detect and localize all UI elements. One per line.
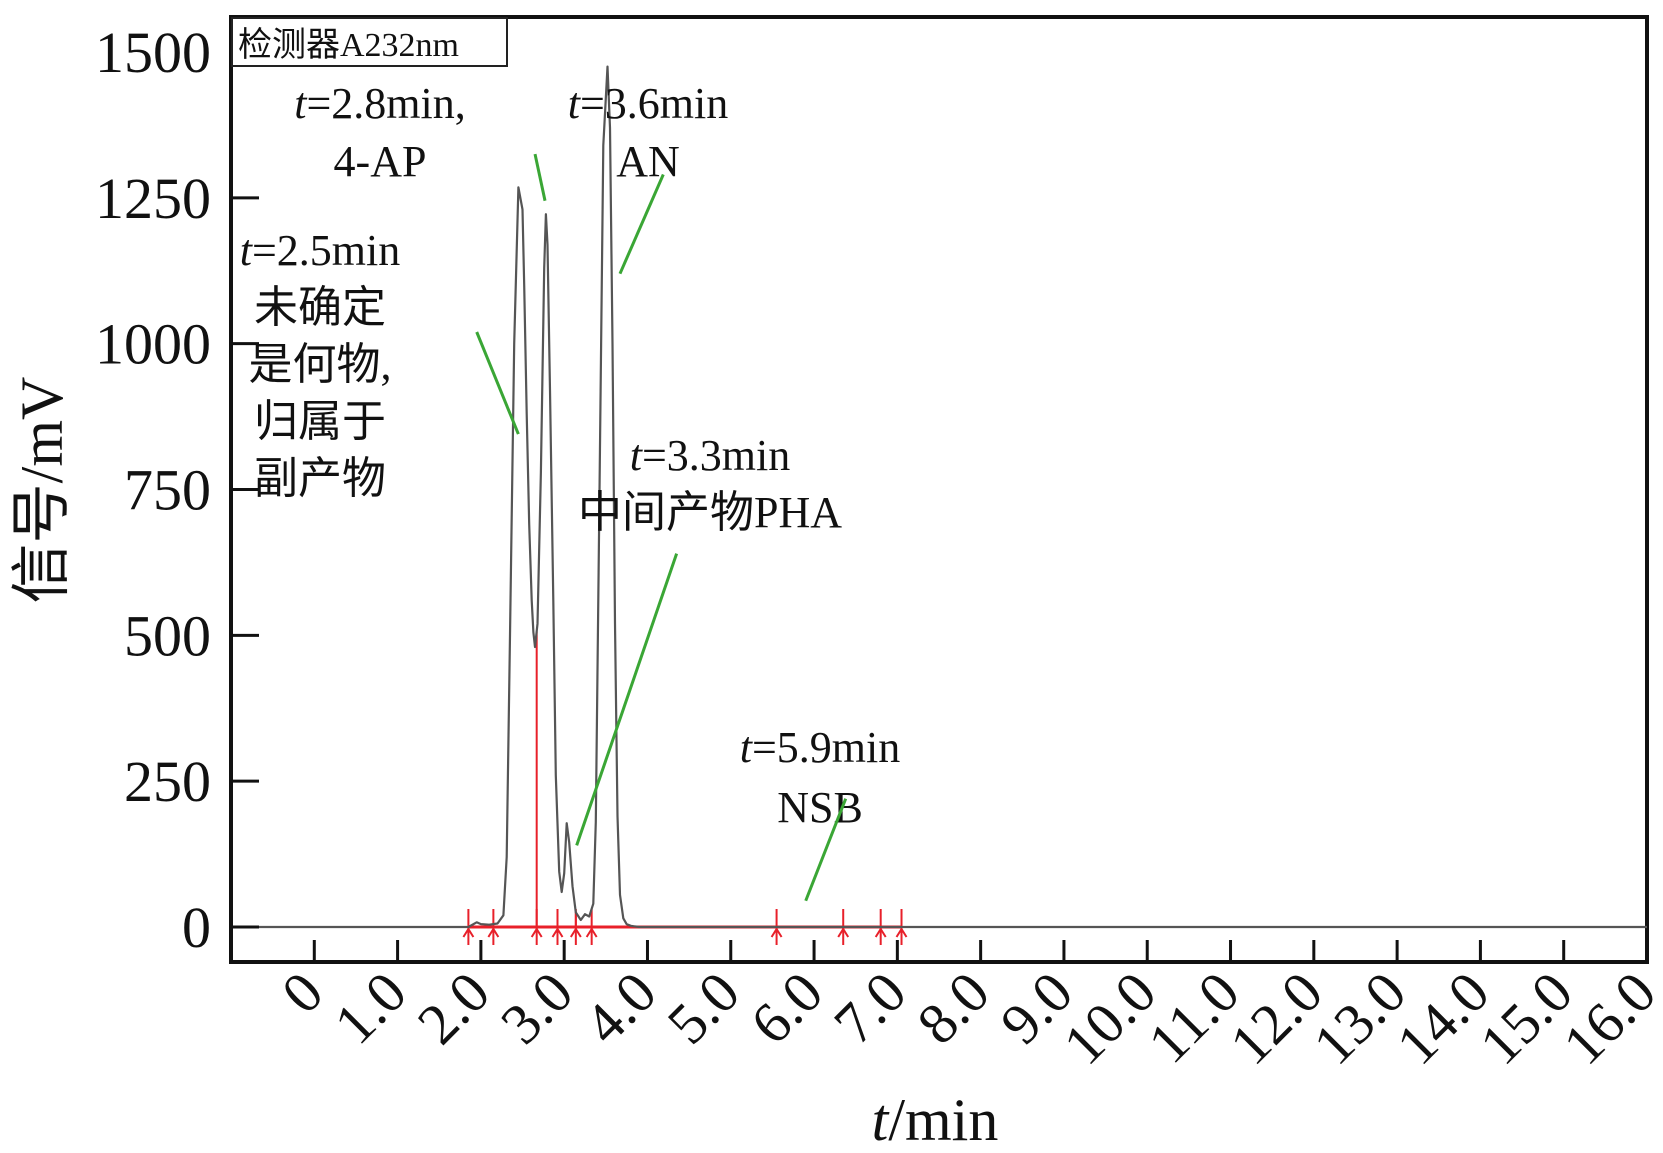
peak-annotation-text: AN	[616, 137, 680, 186]
peak-annotation-text: 4-AP	[334, 137, 427, 186]
peak-annotation-text: t=3.3min	[630, 431, 791, 480]
annotation-value: =3.6min	[580, 79, 728, 128]
annotation-italic-t: t	[630, 431, 644, 480]
y-tick-label: 0	[182, 895, 211, 960]
integration-marker-arrow	[585, 927, 598, 938]
peak-annotation-text: 副产物	[254, 454, 386, 503]
peak-annotation-text: NSB	[777, 783, 863, 832]
detector-label-group: 检测器A232nm	[231, 17, 508, 67]
peak-annotation-text: t=5.9min	[740, 723, 901, 772]
y-tick-label: 250	[124, 749, 211, 814]
y-tick-label: 500	[124, 603, 211, 668]
annotation-italic-t: t	[568, 79, 582, 128]
x-tick-label: 2.0	[405, 959, 502, 1056]
peak-annotation-text: 归属于	[254, 397, 386, 446]
peak-leader-line	[804, 798, 848, 902]
integration-marker-arrow	[530, 927, 543, 938]
x-tick-label: 5.0	[655, 959, 752, 1056]
x-tick-label: 6.0	[738, 959, 835, 1056]
integration-marker-arrow	[551, 927, 564, 938]
peak-annotation-text: t=2.8min,	[294, 79, 466, 128]
peak-leader-line	[475, 331, 520, 435]
x-tick-label: 4.0	[571, 959, 668, 1056]
plot-frame	[229, 15, 1649, 964]
annotation-value: =3.3min	[642, 431, 790, 480]
y-axis-title: 信号/mV	[9, 377, 75, 604]
annotation-italic-t: t	[240, 226, 254, 275]
x-tick-label: 1.0	[322, 959, 419, 1056]
peak-annotation-text: t=3.6min	[568, 79, 729, 128]
peak-annotation-text: 中间产物PHA	[578, 488, 842, 537]
trace-group	[231, 65, 1647, 929]
peak-annotation-text: 是何物,	[249, 340, 392, 389]
y-tick-label: 750	[124, 458, 211, 523]
peak-annotation-text: 未确定	[254, 283, 386, 332]
x-tick-label: 8.0	[905, 959, 1002, 1056]
x-tick-label: 16.0	[1550, 959, 1663, 1077]
integration-marker-arrow	[895, 927, 908, 938]
integration-marker-arrow	[462, 927, 475, 938]
x-axis-title-italic: t	[872, 1087, 890, 1148]
integration-marker-arrow	[770, 927, 783, 938]
y-tick-label: 1250	[95, 166, 211, 231]
y-tick-label: 1000	[95, 312, 211, 377]
x-tick-label: 7.0	[821, 959, 918, 1056]
x-tick-label: 3.0	[488, 959, 585, 1056]
peak-leader-line	[618, 173, 665, 275]
integration-marker-arrow	[874, 927, 887, 938]
integration-marker-arrow	[487, 927, 500, 938]
annotation-value: =2.8min,	[306, 79, 465, 128]
annotation-italic-t: t	[294, 79, 308, 128]
integration-marker-arrow	[837, 927, 850, 938]
plot-frame-group	[229, 15, 1649, 964]
annotation-value: =2.5min	[252, 226, 400, 275]
peak-leader-line	[575, 553, 679, 846]
x-axis-title: t/min	[872, 1087, 999, 1148]
peak-annotation-text: t=2.5min	[240, 226, 401, 275]
detector-label: 检测器A232nm	[238, 26, 459, 64]
y-tick-label: 1500	[95, 20, 211, 85]
x-axis-title-unit: /min	[888, 1087, 998, 1148]
peak-leader-line	[533, 153, 547, 202]
annotation-value: =5.9min	[752, 723, 900, 772]
detector-label-box	[231, 17, 508, 67]
ticks-group: 025050075010001250150001.02.03.04.05.06.…	[95, 20, 1663, 1077]
chromatogram-trace	[231, 65, 1647, 929]
annotations-group: t=2.5min未确定是何物,归属于副产物t=2.8min,4-APt=3.6m…	[240, 79, 901, 902]
integration-marker-arrow	[569, 927, 582, 938]
annotation-italic-t: t	[740, 723, 754, 772]
